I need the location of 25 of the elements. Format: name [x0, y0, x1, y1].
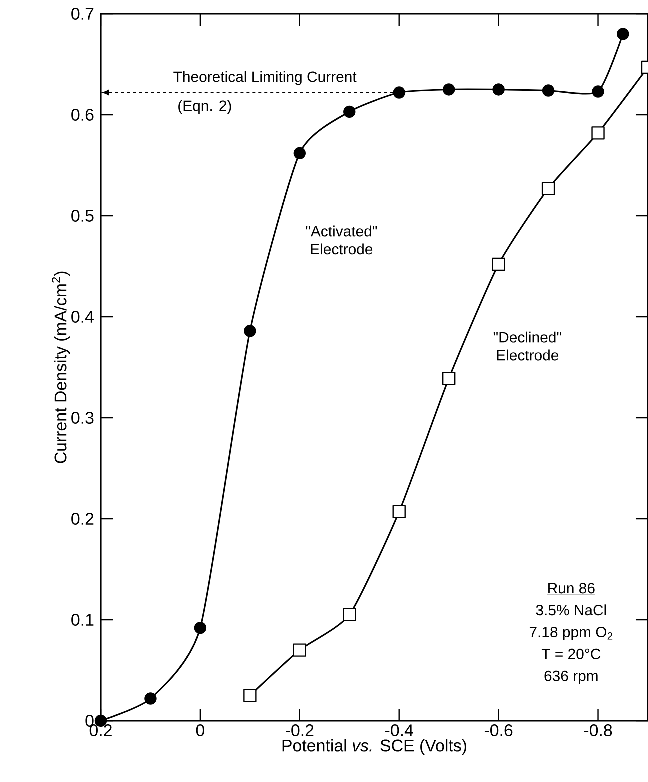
x-tick-label: 0.2 — [90, 724, 112, 737]
annotation: 636 rpm — [544, 670, 598, 684]
y-tick-label: 0.6 — [72, 109, 94, 121]
y-tick-label: 0.1 — [72, 614, 94, 626]
x-tick-label: -0.6 — [484, 724, 513, 737]
annotation: T = 20°C — [542, 648, 601, 660]
y-tick-label: 0.7 — [72, 8, 94, 20]
annotation: 3.5% NaCl — [536, 604, 606, 616]
x-tick-label: -0.8 — [584, 724, 612, 737]
y-tick-label: 0.2 — [72, 513, 94, 525]
annotation: 7.18 ppm O$_{2}$ — [530, 626, 613, 640]
series-label: "Declined" Electrode — [494, 332, 562, 361]
y-tick-label: 0 — [86, 715, 94, 727]
x-tick-label: 0 — [196, 724, 205, 737]
y-tick-label: 0.5 — [72, 210, 94, 222]
y-tick-label: 0.4 — [72, 311, 94, 323]
y-axis-title: Current Density (mA/cm$^{2}$) — [52, 272, 70, 464]
annotation: (Eqn. 2) — [178, 100, 232, 114]
ref-line-label: Theoretical Limiting Current — [174, 71, 357, 86]
x-tick-label: -0.2 — [286, 724, 314, 737]
x-axis-title: Potential vs. SCE (Volts) — [282, 739, 466, 756]
x-tick-label: -0.4 — [386, 724, 414, 737]
series-label: "Activated" Electrode — [306, 226, 378, 255]
y-tick-label: 0.3 — [72, 412, 94, 424]
annotation: Run 86 — [548, 583, 595, 594]
